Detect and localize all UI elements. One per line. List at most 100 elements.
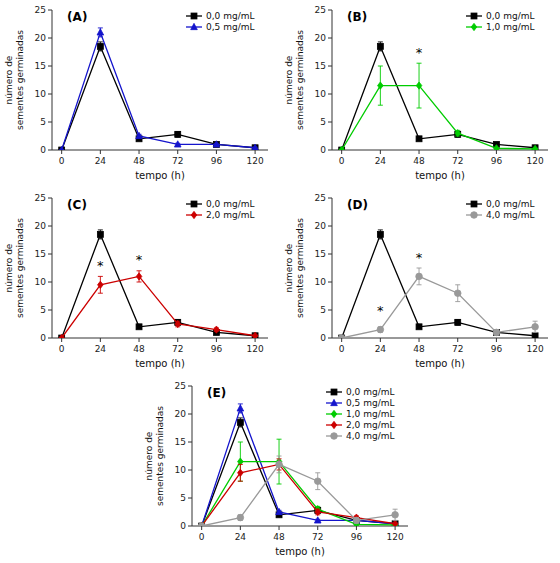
x-tick (201, 526, 202, 530)
error-bar (238, 464, 243, 481)
y-axis-label: número desementes germinadas (4, 30, 25, 130)
data-point (276, 461, 282, 468)
plot-area (338, 230, 538, 338)
data-point (97, 43, 103, 49)
x-tick-label: 96 (351, 532, 363, 542)
panel-label: (A) (67, 10, 87, 24)
error-bar (315, 509, 320, 515)
legend-label: 0,0 mg/mL (486, 11, 534, 21)
x-tick-label: 120 (527, 156, 544, 166)
error-bar (494, 330, 499, 336)
data-point (353, 517, 359, 523)
x-tick-label: 0 (199, 532, 205, 542)
error-bar (238, 515, 243, 521)
y-tick-label: 5 (40, 305, 46, 315)
x-tick (240, 526, 241, 530)
x-tick (380, 338, 381, 342)
y-tick (328, 310, 332, 311)
data-point (532, 324, 539, 331)
legend-label: 4,0 mg/mL (346, 431, 394, 441)
y-tick (48, 310, 52, 311)
plot-area (59, 230, 258, 338)
x-tick (255, 338, 256, 342)
legend-label: 1,0 mg/mL (346, 409, 394, 419)
x-tick (496, 150, 497, 154)
x-tick-label: 96 (491, 344, 503, 354)
error-bar (354, 518, 359, 524)
x-tick-label: 24 (95, 156, 107, 166)
y-tick (188, 470, 192, 471)
error-bar (393, 509, 398, 520)
x-tick (216, 338, 217, 342)
y-tick-label: 10 (315, 277, 327, 287)
x-tick-label: 120 (387, 532, 404, 542)
legend: 0,0 mg/mL4,0 mg/mL (466, 199, 534, 220)
y-tick-label: 5 (320, 305, 326, 315)
legend: 0,0 mg/mL2,0 mg/mL (186, 199, 254, 220)
annotation: * (136, 252, 143, 267)
x-tick-label: 0 (59, 344, 65, 354)
x-tick (395, 526, 396, 530)
x-tick-label: 96 (211, 156, 223, 166)
x-tick-label: 24 (235, 532, 247, 542)
y-axis-label: número desementes germinadas (284, 30, 305, 130)
x-axis-label: tempo (h) (415, 170, 465, 181)
x-axis (192, 526, 408, 527)
y-tick-label: 20 (35, 221, 47, 231)
x-tick (139, 150, 140, 154)
y-tick-label: 0 (180, 521, 186, 531)
panel: 0244872961200510152025tempo (h)número de… (4, 193, 268, 369)
legend-marker (331, 389, 337, 395)
x-tick (177, 150, 178, 154)
x-axis-label: tempo (h) (415, 358, 465, 369)
data-point (455, 319, 461, 325)
annotation: * (416, 250, 423, 265)
y-tick-label: 0 (320, 145, 326, 155)
legend-marker (331, 433, 338, 440)
y-tick (188, 386, 192, 387)
x-tick-label: 48 (413, 156, 425, 166)
x-tick-label: 120 (527, 344, 544, 354)
y-tick-label: 25 (35, 193, 46, 203)
legend: 0,0 mg/mL1,0 mg/mL (466, 11, 534, 32)
y-tick (48, 38, 52, 39)
x-tick (100, 338, 101, 342)
data-point (493, 329, 500, 336)
data-point (338, 335, 345, 338)
x-tick (216, 150, 217, 154)
data-point (213, 141, 220, 147)
data-point (59, 147, 65, 150)
y-tick-label: 10 (175, 465, 187, 475)
y-tick-label: 15 (35, 61, 46, 71)
y-tick (328, 338, 332, 339)
legend-marker (471, 201, 477, 207)
x-axis (52, 338, 268, 339)
series-line (202, 464, 395, 526)
data-point (58, 146, 65, 150)
data-point (136, 324, 142, 330)
y-tick-label: 25 (315, 193, 326, 203)
error-bar (378, 66, 383, 105)
legend-label: 4,0 mg/mL (486, 210, 534, 220)
legend-marker (471, 13, 477, 19)
y-tick (328, 282, 332, 283)
y-tick-label: 10 (315, 89, 327, 99)
x-tick-label: 72 (312, 532, 323, 542)
y-tick-label: 25 (315, 5, 326, 15)
y-tick-label: 15 (315, 249, 326, 259)
data-point (252, 144, 259, 150)
data-point (416, 82, 422, 89)
panel: 0244872961200510152025tempo (h)número de… (144, 381, 408, 557)
error-bar (455, 130, 460, 136)
y-tick-label: 20 (315, 33, 327, 43)
plot-area (339, 42, 538, 150)
y-tick (48, 254, 52, 255)
y-tick (48, 10, 52, 11)
y-tick-label: 15 (35, 249, 46, 259)
x-tick-label: 48 (413, 344, 425, 354)
error-bar (277, 439, 282, 484)
panel: 0244872961200510152025tempo (h)número de… (284, 5, 548, 181)
error-bar (533, 321, 538, 332)
data-point (392, 521, 398, 526)
x-axis-label: tempo (h) (275, 546, 325, 557)
